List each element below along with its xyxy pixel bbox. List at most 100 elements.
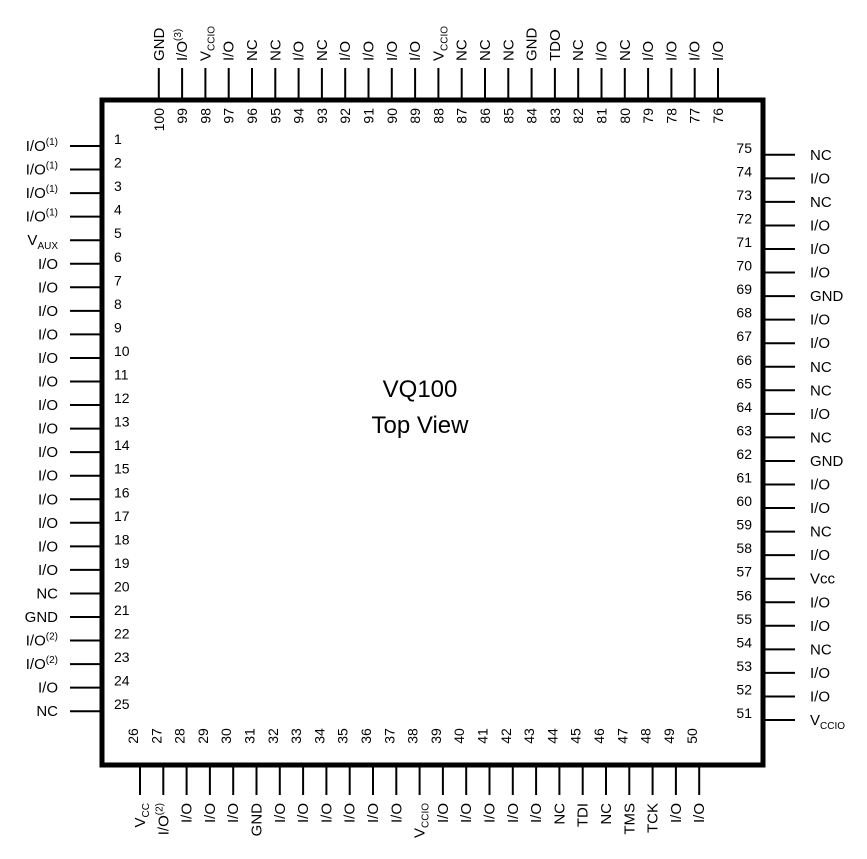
pin-label: I/O [38, 468, 58, 485]
pin-71: 71 I/O [736, 234, 830, 258]
pin-number: 58 [736, 540, 752, 556]
pin-46: 46 NC [591, 728, 615, 825]
pin-number: 14 [114, 437, 130, 453]
pin-50: 50 I/O [684, 728, 708, 823]
pin-label: I/O [38, 397, 58, 414]
pin-label: I/O [38, 256, 58, 273]
pin-label: I/O [38, 680, 58, 697]
pin-13: 13 I/O [38, 414, 130, 438]
pin-68: 68 I/O [736, 305, 830, 329]
pin-45: 45 TDI [568, 728, 592, 827]
pin-number: 75 [736, 140, 752, 156]
pin-number: 45 [568, 728, 584, 744]
pin-number: 46 [591, 728, 607, 744]
pin-label: I/O(1) [26, 137, 58, 155]
pin-85: 85 NC [500, 39, 517, 123]
pin-label: I/O [810, 547, 830, 564]
pin-92: 92 I/O [337, 41, 354, 124]
pin-59: 59 NC [736, 517, 831, 541]
pin-number: 76 [710, 108, 726, 124]
pin-label: I/O [810, 477, 830, 494]
pin-label: I/O [691, 803, 708, 823]
pin-label: I/O [38, 515, 58, 532]
pin-label: I/O [640, 41, 657, 61]
pin-label: I/O [810, 265, 830, 282]
pin-10: 10 I/O [38, 343, 130, 367]
pin-14: 14 I/O [38, 437, 130, 461]
package-subtitle: Top View [372, 412, 470, 439]
pin-number: 33 [288, 728, 304, 744]
pin-34: 34 I/O [311, 728, 335, 823]
pin-number: 19 [114, 555, 130, 571]
pin-number: 31 [242, 728, 258, 744]
pin-7: 7 I/O [38, 272, 122, 296]
pin-number: 6 [114, 249, 122, 265]
pin-3: 3 I/O(1) [26, 178, 122, 202]
pin-65: 65 NC [736, 375, 831, 399]
pin-number: 84 [524, 108, 540, 124]
pin-number: 36 [358, 728, 374, 744]
pin-number: 9 [114, 319, 122, 335]
pin-label: I/O [337, 41, 354, 61]
pin-28: 28 I/O [172, 728, 196, 823]
pin-number: 61 [736, 470, 752, 486]
pin-56: 56 I/O [736, 587, 830, 611]
pin-94: 94 I/O [291, 41, 308, 124]
pin-63: 63 NC [736, 422, 831, 446]
pin-77: 77 I/O [687, 41, 704, 124]
pin-number: 70 [736, 258, 752, 274]
pin-48: 48 TCK [638, 728, 662, 833]
pin-label: I/O(1) [26, 208, 58, 226]
pin-number: 71 [736, 234, 752, 250]
pin-number: 78 [663, 108, 679, 124]
pin-96: 96 NC [244, 39, 261, 123]
pin-99: 99 I/O(3) [173, 29, 191, 124]
pin-label: I/O [668, 803, 685, 823]
pin-label: I/O [38, 491, 58, 508]
pin-49: 49 I/O [661, 728, 685, 823]
pin-number: 30 [218, 728, 234, 744]
pin-90: 90 I/O [384, 41, 401, 124]
pin-label: I/O [342, 803, 359, 823]
pin-label: NC [36, 585, 58, 602]
pin-87: 87 NC [454, 39, 471, 123]
pin-43: 43 I/O [521, 728, 545, 823]
pin-number: 13 [114, 414, 130, 430]
pin-label: I/O [318, 803, 335, 823]
pin-number: 25 [114, 696, 130, 712]
pin-number: 100 [151, 108, 167, 132]
pin-label: I/O(1) [26, 161, 58, 179]
pin-number: 48 [638, 728, 654, 744]
pin-number: 81 [594, 108, 610, 124]
pin-label: I/O [179, 803, 196, 823]
pin-84: 84 GND [524, 28, 541, 124]
pin-label: I/O [810, 170, 830, 187]
pin-number: 97 [221, 108, 237, 124]
pin-label: I/O [663, 41, 680, 61]
pin-39: 39 I/O [428, 728, 452, 823]
pin-label: NC [477, 39, 494, 61]
pin-number: 51 [736, 705, 752, 721]
pin-53: 53 I/O [736, 658, 830, 682]
pin-1: 1 I/O(1) [26, 131, 122, 155]
pin-label: I/O [810, 312, 830, 329]
pin-100: 100 GND [151, 28, 168, 132]
pin-label: I/O [38, 421, 58, 438]
pin-label: I/O [407, 41, 424, 61]
pin-label: I/O [272, 803, 289, 823]
pin-number: 72 [736, 210, 752, 226]
pin-number: 65 [736, 375, 752, 391]
pin-number: 12 [114, 390, 130, 406]
pin-label: NC [810, 641, 832, 658]
pin-81: 81 I/O [594, 41, 611, 124]
pin-label: I/O [810, 500, 830, 517]
pin-72: 72 I/O [736, 210, 830, 234]
pin-27: 27 I/O(2) [148, 728, 172, 835]
pin-number: 69 [736, 281, 752, 297]
pin-label: GND [249, 803, 266, 837]
pin-6: 6 I/O [38, 249, 122, 273]
pin-number: 42 [498, 728, 514, 744]
pin-number: 88 [430, 108, 446, 124]
pin-number: 11 [114, 367, 129, 383]
pin-97: 97 I/O [221, 41, 238, 124]
